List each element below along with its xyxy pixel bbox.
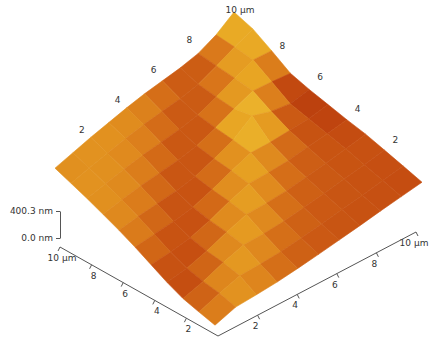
- chart: 2 4 6 8 10 μm 2 4 6 8 2 4 6 8 10 μm 2 4 6 8 10 μm 0.0 nm 400…: [0, 0, 433, 338]
- surface-cell: [199, 293, 236, 325]
- tick-label: 10 μm: [48, 253, 77, 263]
- tick-label: 4: [154, 306, 160, 316]
- tick: [258, 315, 260, 319]
- tick: [56, 238, 60, 239]
- edge-tick-label: 4: [355, 104, 361, 114]
- edge-tick-label: 10 μm: [226, 5, 255, 15]
- labels: 2 4 6 8 10 μm 2 4 6 8 2 4 6 8 10 μm 2 4 6 8 10 μm: [48, 5, 429, 334]
- surface: [55, 12, 422, 325]
- axis-line: [218, 232, 416, 336]
- edge-tick-label: 6: [151, 65, 157, 75]
- tick: [297, 294, 299, 298]
- tick: [184, 318, 186, 322]
- edge-tick-label: 2: [79, 125, 85, 135]
- tick: [56, 211, 60, 212]
- z-axis: 0.0 nm 400.3 nm: [10, 206, 61, 243]
- tick: [337, 274, 339, 278]
- tick-label: 2: [253, 321, 259, 331]
- edge-tick-label: 8: [186, 35, 192, 45]
- tick-label: 2: [186, 324, 192, 334]
- tick: [121, 283, 123, 287]
- edge-tick-label: 4: [115, 95, 121, 105]
- tick-label: 6: [332, 280, 338, 290]
- tick-label: 4: [292, 300, 298, 310]
- axis-line: [60, 247, 218, 336]
- tick-label: 0.0 nm: [21, 233, 53, 243]
- edge-tick-label: 8: [280, 41, 286, 51]
- edge-tick-label: 6: [317, 72, 323, 82]
- axis-line: [60, 212, 61, 239]
- tick: [153, 300, 155, 304]
- tick: [90, 265, 92, 269]
- tick-group: 400.3 nm: [10, 206, 60, 216]
- tick-label: 400.3 nm: [10, 206, 53, 216]
- tick: [376, 253, 378, 257]
- tick-label: 6: [122, 289, 128, 299]
- tick-label: 10 μm: [400, 238, 429, 248]
- base-axes: [58, 232, 418, 336]
- tick: [416, 232, 418, 236]
- tick: [58, 247, 60, 251]
- tick-label: 8: [91, 271, 97, 281]
- tick-label: 8: [372, 259, 378, 269]
- tick-group: 0.0 nm: [21, 233, 60, 243]
- edge-tick-label: 2: [392, 135, 398, 145]
